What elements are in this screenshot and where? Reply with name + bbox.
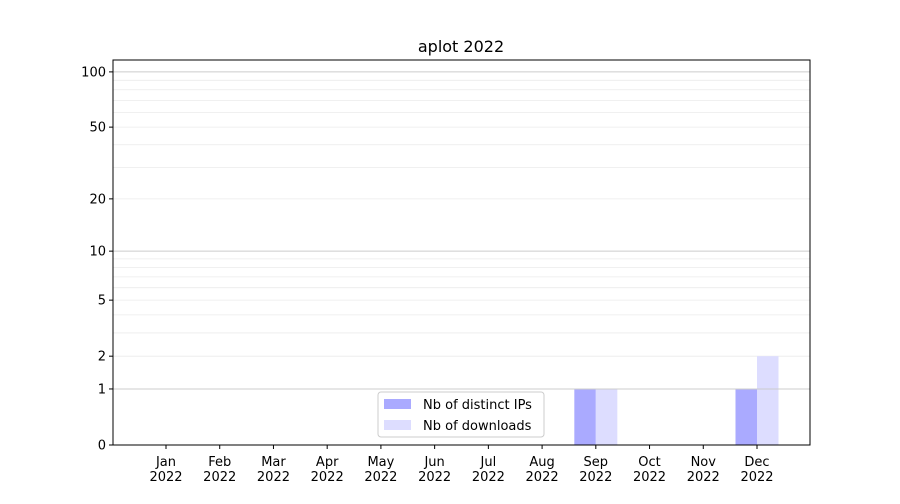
y-tick-label: 5 xyxy=(98,294,106,309)
legend-label-ips: Nb of distinct IPs xyxy=(423,398,532,413)
x-tick-label-line: 2022 xyxy=(633,470,666,485)
bars xyxy=(574,356,779,445)
x-tick-label: Oct 2022 xyxy=(633,455,666,485)
x-tick-label: May 2022 xyxy=(364,455,397,485)
x-tick-label-line: 2022 xyxy=(203,470,236,485)
y-tick-label: 10 xyxy=(89,245,106,260)
x-tick-label-line: Jul xyxy=(480,455,497,470)
x-tick-label-line: Nov xyxy=(691,455,717,470)
bar-downloads xyxy=(757,356,779,445)
x-tick-label-line: May xyxy=(367,455,394,470)
x-tick-label-line: Aug xyxy=(529,455,554,470)
x-tick-label-line: Feb xyxy=(208,455,231,470)
x-tick-label: Apr 2022 xyxy=(311,455,344,485)
x-tick-label-line: Apr xyxy=(316,455,339,470)
bar-ips xyxy=(735,388,757,445)
y-tick-label: 2 xyxy=(98,350,106,365)
x-tick-label: Mar 2022 xyxy=(257,455,290,485)
x-tick-label-line: 2022 xyxy=(472,470,505,485)
x-tick-label-line: Sep xyxy=(584,455,609,470)
x-tick-label: Jun 2022 xyxy=(418,455,451,485)
x-tick-label-line: Mar xyxy=(261,455,286,470)
y-axis: 0 1 2 5 10 20 50 100 xyxy=(81,65,113,454)
legend: Nb of distinct IPs Nb of downloads xyxy=(377,391,545,438)
x-tick-label-line: 2022 xyxy=(257,470,290,485)
x-tick-label: Jan 2022 xyxy=(149,455,182,485)
x-tick-label-line: 2022 xyxy=(579,470,612,485)
x-tick-label-line: 2022 xyxy=(740,470,773,485)
y-tick-label: 50 xyxy=(89,121,106,136)
x-tick-label: Aug 2022 xyxy=(526,455,559,485)
x-tick-label-line: 2022 xyxy=(364,470,397,485)
bar-ips xyxy=(574,388,596,445)
y-tick-label: 100 xyxy=(81,65,106,80)
x-tick-label-line: 2022 xyxy=(311,470,344,485)
legend-swatch-ips xyxy=(384,399,411,409)
y-tick-label: 1 xyxy=(98,382,106,397)
x-tick-label-line: Jun xyxy=(423,455,444,470)
x-tick-label: Jul 2022 xyxy=(472,455,505,485)
x-tick-label-line: 2022 xyxy=(149,470,182,485)
x-tick-label-line: 2022 xyxy=(526,470,559,485)
grid xyxy=(113,79,810,357)
x-tick-label: Sep 2022 xyxy=(579,455,612,485)
x-tick-label: Nov 2022 xyxy=(687,455,720,485)
x-tick-label-line: Dec xyxy=(744,455,769,470)
legend-box xyxy=(377,391,545,438)
x-tick-label: Feb 2022 xyxy=(203,455,236,485)
plot-frame xyxy=(112,59,811,446)
legend-label-downloads: Nb of downloads xyxy=(423,419,532,434)
x-tick-label-line: 2022 xyxy=(687,470,720,485)
x-tick-label-line: 2022 xyxy=(418,470,451,485)
legend-swatch-downloads xyxy=(384,420,411,430)
x-tick-label-line: Jan xyxy=(155,455,176,470)
x-tick-label: Dec 2022 xyxy=(740,455,773,485)
y-tick-label: 20 xyxy=(89,192,106,207)
y-tick-label: 0 xyxy=(98,439,106,454)
chart-title: aplot 2022 xyxy=(418,37,504,56)
bar-downloads xyxy=(595,388,618,445)
x-tick-label-line: Oct xyxy=(638,455,660,470)
gridlines-major xyxy=(113,71,810,390)
